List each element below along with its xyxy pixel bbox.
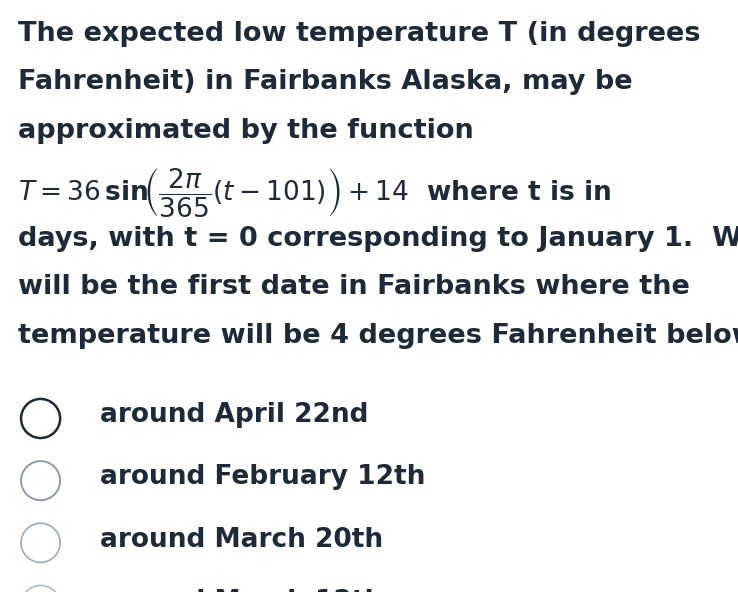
Text: around March 20th: around March 20th [100, 527, 383, 553]
Text: around April 22nd: around April 22nd [100, 403, 368, 429]
Text: approximated by the function: approximated by the function [18, 118, 475, 144]
Text: $T = 36\,\mathbf{sin}\!\left(\dfrac{2\pi}{365}(t - 101)\right) + 14$  where t is: $T = 36\,\mathbf{sin}\!\left(\dfrac{2\pi… [18, 166, 611, 220]
Text: will be the first date in Fairbanks where the: will be the first date in Fairbanks wher… [18, 274, 690, 300]
Text: The expected low temperature T (in degrees: The expected low temperature T (in degre… [18, 21, 701, 47]
Text: around March 12th: around March 12th [100, 589, 383, 592]
Text: Fahrenheit) in Fairbanks Alaska, may be: Fahrenheit) in Fairbanks Alaska, may be [18, 69, 633, 95]
Text: around February 12th: around February 12th [100, 465, 425, 491]
Text: temperature will be 4 degrees Fahrenheit below 0?: temperature will be 4 degrees Fahrenheit… [18, 323, 738, 349]
Text: days, with t = 0 corresponding to January 1.  What: days, with t = 0 corresponding to Januar… [18, 226, 738, 252]
